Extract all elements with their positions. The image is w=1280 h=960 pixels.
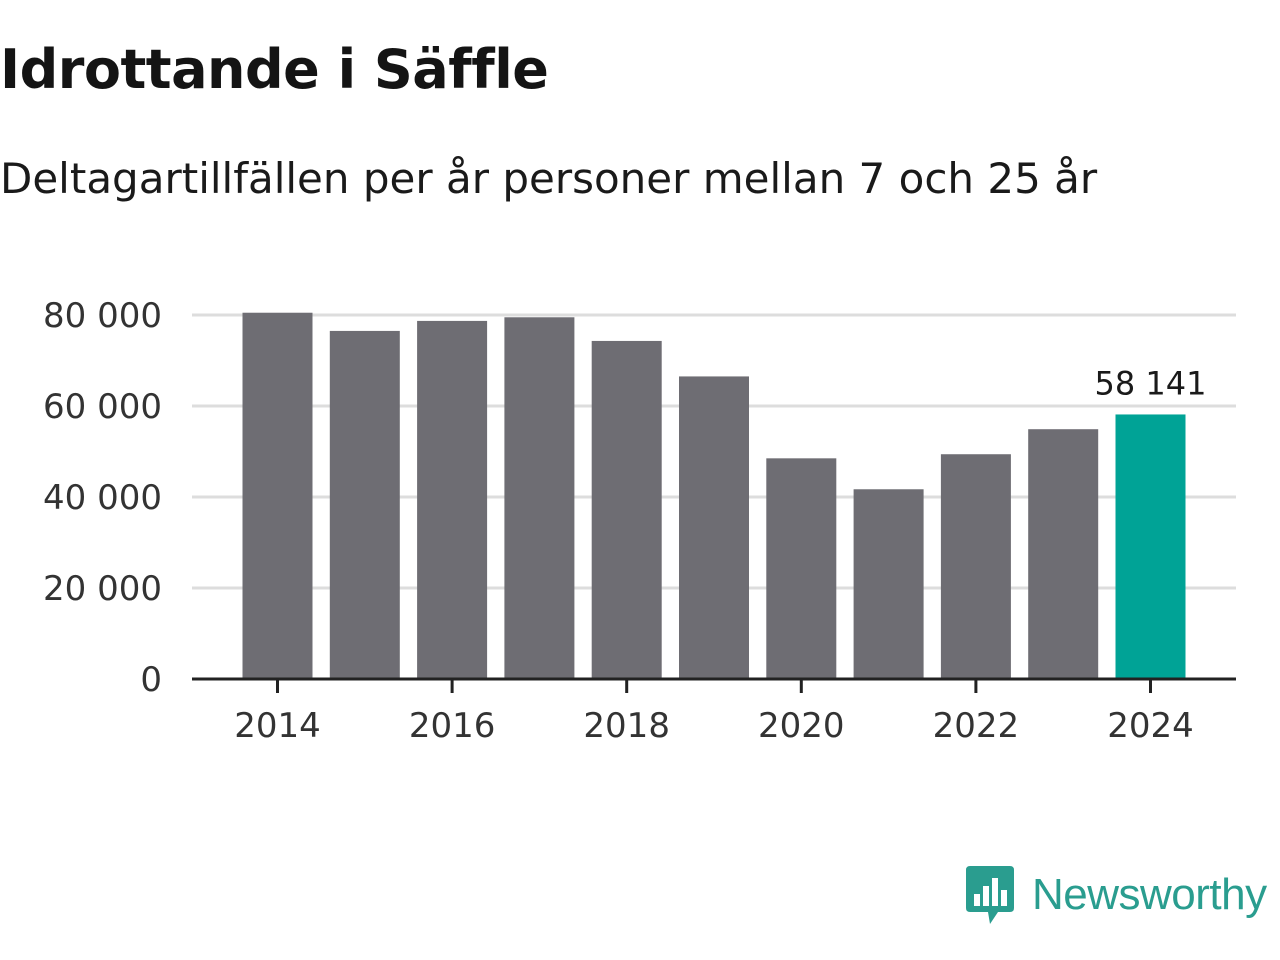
- bar-2019: [679, 376, 749, 679]
- y-tick-label: 0: [140, 660, 162, 700]
- x-tick-label: 2024: [1107, 706, 1194, 746]
- y-tick-label: 60 000: [43, 387, 162, 427]
- newsworthy-logo: Newsworthy: [964, 864, 1267, 926]
- bar-2024: [1115, 414, 1186, 679]
- x-tick-label: 2016: [409, 706, 496, 746]
- x-tick-label: 2014: [234, 706, 321, 746]
- y-tick-label: 40 000: [43, 478, 162, 518]
- x-tick-label: 2022: [933, 706, 1020, 746]
- page-title: Idrottande i Säffle: [0, 38, 549, 101]
- bar-chart-speech-icon: [966, 866, 1014, 924]
- bars: [242, 312, 1186, 679]
- x-tick-label: 2020: [758, 706, 845, 746]
- y-tick-label: 20 000: [43, 569, 162, 609]
- bar-2014: [242, 312, 313, 679]
- x-tick-label: 2018: [583, 706, 670, 746]
- bar-2018: [591, 340, 662, 679]
- data-labels: 58 141: [1095, 364, 1207, 402]
- bar-2023: [1028, 429, 1099, 679]
- bar-2022: [940, 454, 1011, 679]
- page-subtitle: Deltagartillfällen per år personer mella…: [0, 154, 1098, 203]
- bar-2017: [504, 317, 575, 679]
- bar-2015: [329, 330, 400, 679]
- bar-chart: 58 141 0 20 000 40 000 60 000 80 000 2014 2016…: [43, 296, 1236, 746]
- data-label: 58 141: [1095, 364, 1207, 402]
- bar-2020: [766, 458, 837, 679]
- axes: 0 20 000 40 000 60 000 80 000 2014 2016 2018 202…: [43, 296, 1236, 746]
- logo-text: Newsworthy: [1032, 870, 1267, 919]
- y-tick-label: 80 000: [43, 296, 162, 336]
- bar-2016: [417, 320, 488, 679]
- bar-2021: [853, 489, 924, 679]
